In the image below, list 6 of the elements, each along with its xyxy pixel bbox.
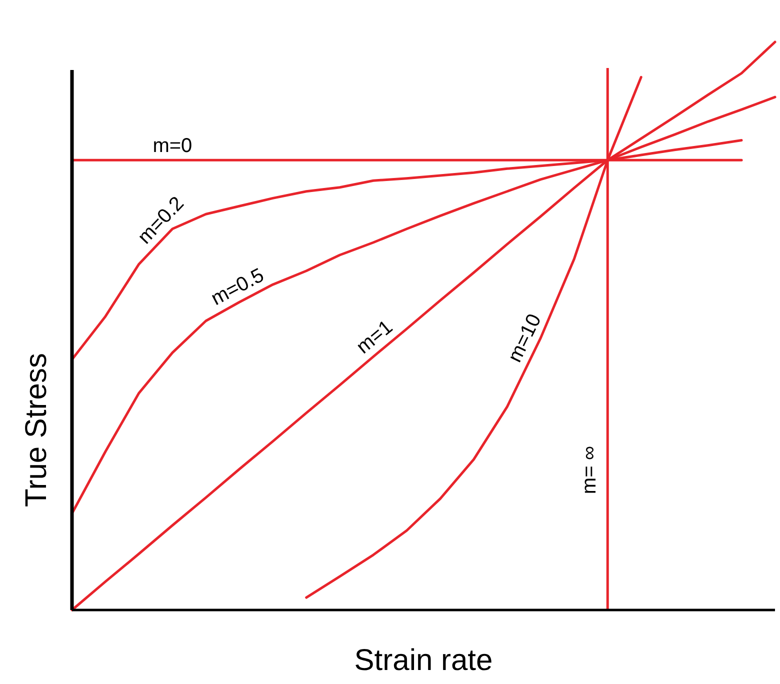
text: m=1 (352, 316, 397, 358)
annotation: m= ∞ (578, 446, 601, 494)
text: m=10 (504, 310, 546, 366)
x-axis-title: Strain rate (354, 644, 493, 677)
series-label: m=0 (152, 135, 192, 158)
y-axis-title: True Stress (20, 353, 53, 507)
